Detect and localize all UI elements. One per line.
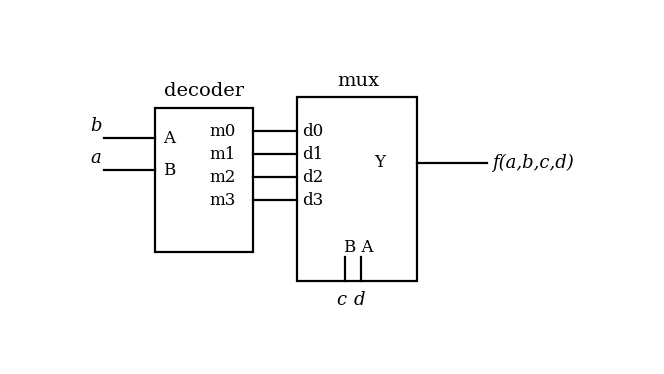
Text: B A: B A (345, 239, 374, 257)
Text: m2: m2 (209, 169, 236, 186)
Text: a: a (90, 149, 101, 167)
Text: d2: d2 (301, 169, 323, 186)
Text: Y: Y (374, 154, 384, 171)
Text: decoder: decoder (164, 82, 244, 99)
Text: b: b (90, 117, 102, 135)
Text: d: d (354, 291, 365, 309)
Text: A: A (163, 130, 175, 147)
Text: f(a,b,c,d): f(a,b,c,d) (492, 154, 574, 172)
Text: c: c (336, 291, 347, 309)
Text: m3: m3 (209, 192, 236, 209)
Text: d3: d3 (301, 192, 323, 209)
Text: m0: m0 (209, 123, 236, 140)
Bar (155, 108, 253, 252)
Text: B: B (163, 162, 175, 179)
Text: d0: d0 (301, 123, 323, 140)
Bar (297, 97, 418, 281)
Text: m1: m1 (209, 146, 236, 163)
Text: mux: mux (337, 71, 379, 89)
Text: d1: d1 (301, 146, 323, 163)
